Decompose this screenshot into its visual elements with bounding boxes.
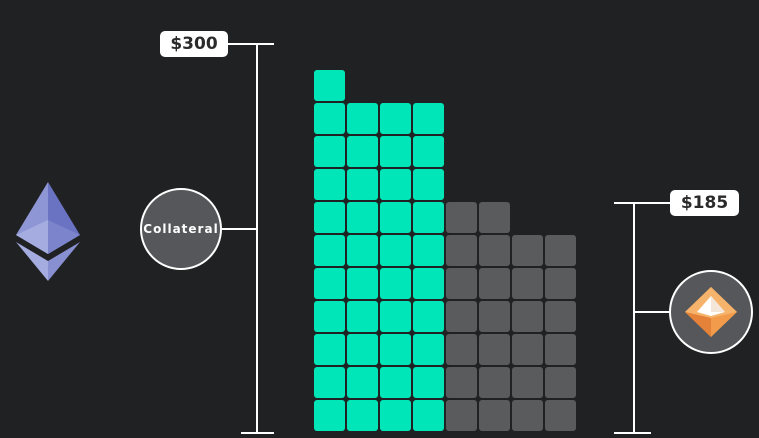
- green-block: [347, 169, 378, 200]
- gray-block: [545, 235, 576, 266]
- gray-block: [512, 235, 543, 266]
- green-block: [347, 268, 378, 299]
- gray-block: [479, 367, 510, 398]
- green-block: [380, 103, 411, 134]
- green-block: [347, 367, 378, 398]
- green-block: [413, 268, 444, 299]
- gray-block: [479, 400, 510, 431]
- green-block: [380, 301, 411, 332]
- green-block: [347, 136, 378, 167]
- green-block: [314, 103, 345, 134]
- gray-block: [545, 400, 576, 431]
- green-block: [413, 400, 444, 431]
- borrowed-value-label: $185: [670, 190, 739, 216]
- green-block: [413, 301, 444, 332]
- green-block: [380, 202, 411, 233]
- green-block: [380, 268, 411, 299]
- green-block: [413, 235, 444, 266]
- collateral-badge: Collateral: [140, 188, 222, 270]
- gray-block: [479, 334, 510, 365]
- green-block: [314, 136, 345, 167]
- green-block: [347, 301, 378, 332]
- green-block: [347, 334, 378, 365]
- gray-block: [446, 301, 477, 332]
- green-block: [380, 334, 411, 365]
- green-block: [380, 169, 411, 200]
- green-block: [314, 235, 345, 266]
- green-block: [347, 235, 378, 266]
- green-block: [380, 136, 411, 167]
- gray-block: [512, 334, 543, 365]
- gray-block: [446, 400, 477, 431]
- green-block: [314, 202, 345, 233]
- green-block: [314, 70, 345, 101]
- green-block: [380, 367, 411, 398]
- green-block: [314, 268, 345, 299]
- gray-block: [545, 367, 576, 398]
- orange-diamond-token-icon: [685, 287, 737, 337]
- gray-block: [446, 235, 477, 266]
- gray-block: [545, 301, 576, 332]
- gray-block: [545, 334, 576, 365]
- green-block: [413, 202, 444, 233]
- gray-block: [479, 202, 510, 233]
- total-value-label: $300: [160, 31, 228, 57]
- gray-block: [446, 202, 477, 233]
- gray-block: [479, 235, 510, 266]
- green-block: [347, 103, 378, 134]
- gray-block: [512, 268, 543, 299]
- green-block: [380, 400, 411, 431]
- green-block: [413, 103, 444, 134]
- green-block: [380, 235, 411, 266]
- gray-block: [446, 367, 477, 398]
- green-block: [347, 202, 378, 233]
- gray-block: [545, 268, 576, 299]
- token-badge: [669, 270, 753, 354]
- green-block: [314, 334, 345, 365]
- gray-block: [512, 367, 543, 398]
- gray-block: [479, 301, 510, 332]
- green-block: [413, 136, 444, 167]
- gray-block: [479, 268, 510, 299]
- green-block: [314, 301, 345, 332]
- gray-block: [512, 301, 543, 332]
- green-block: [314, 400, 345, 431]
- green-block: [413, 169, 444, 200]
- green-block: [314, 169, 345, 200]
- gray-block: [446, 334, 477, 365]
- gray-block: [446, 268, 477, 299]
- gray-block: [512, 400, 543, 431]
- green-block: [413, 367, 444, 398]
- green-block: [413, 334, 444, 365]
- green-block: [314, 367, 345, 398]
- green-block: [347, 400, 378, 431]
